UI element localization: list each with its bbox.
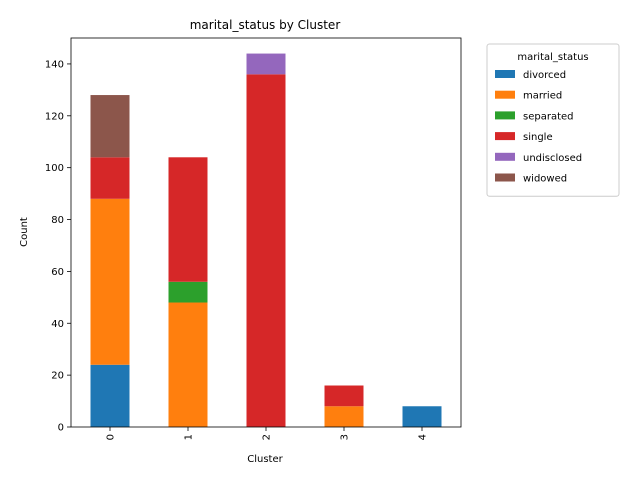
y-tick-label: 20	[51, 371, 64, 382]
legend-label-undisclosed: undisclosed	[523, 153, 582, 164]
bar-separated-cluster-1	[168, 281, 208, 303]
y-tick-label: 140	[45, 59, 64, 70]
x-tick-label: 4	[418, 434, 429, 440]
plot-area	[70, 37, 462, 428]
legend-label-married: married	[523, 91, 562, 102]
chart-title: marital_status by Cluster	[190, 18, 341, 32]
legend-swatch-married	[495, 90, 515, 99]
bar-married-cluster-3	[324, 406, 364, 427]
bar-single-cluster-0	[90, 157, 130, 199]
bar-single-cluster-3	[324, 385, 364, 407]
legend-swatch-single	[495, 132, 515, 141]
bar-single-cluster-1	[168, 157, 208, 282]
legend: marital_status divorced married separated si…	[486, 43, 620, 197]
legend-label-widowed: widowed	[523, 174, 567, 185]
bar-undisclosed-cluster-2	[246, 53, 286, 75]
bar-divorced-cluster-4	[402, 406, 442, 427]
bar-widowed-cluster-0	[90, 95, 130, 158]
x-tick-label: 0	[106, 434, 117, 440]
x-tick-label: 2	[262, 434, 273, 440]
x-tick-label: 3	[340, 434, 351, 440]
legend-swatch-divorced	[495, 70, 515, 78]
legend-swatch-separated	[495, 111, 515, 120]
x-axis-label: Cluster	[247, 454, 283, 465]
x-axis: 0 1 2 3 4	[106, 427, 429, 440]
y-tick-label: 40	[51, 319, 64, 330]
bar-single-cluster-2	[246, 74, 286, 427]
legend-frame	[486, 43, 620, 197]
y-axis: 0 20 40 60 80 100 120 140	[45, 59, 71, 434]
bar-married-cluster-0	[90, 198, 130, 365]
x-tick-label: 1	[184, 434, 195, 440]
legend-swatch-widowed	[495, 173, 515, 182]
legend-swatch-undisclosed	[495, 152, 515, 161]
legend-label-single: single	[523, 132, 553, 143]
y-tick-label: 100	[45, 163, 64, 174]
y-tick-label: 60	[51, 267, 64, 278]
bar-married-cluster-1	[168, 302, 208, 427]
y-tick-label: 80	[51, 215, 64, 226]
y-tick-label: 120	[45, 111, 64, 122]
bar-divorced-cluster-0	[90, 364, 130, 427]
y-tick-label: 0	[58, 423, 64, 434]
y-axis-label: Count	[19, 217, 30, 247]
legend-label-separated: separated	[523, 111, 574, 122]
legend-label-divorced: divorced	[523, 70, 566, 81]
legend-title: marital_status	[517, 52, 588, 63]
